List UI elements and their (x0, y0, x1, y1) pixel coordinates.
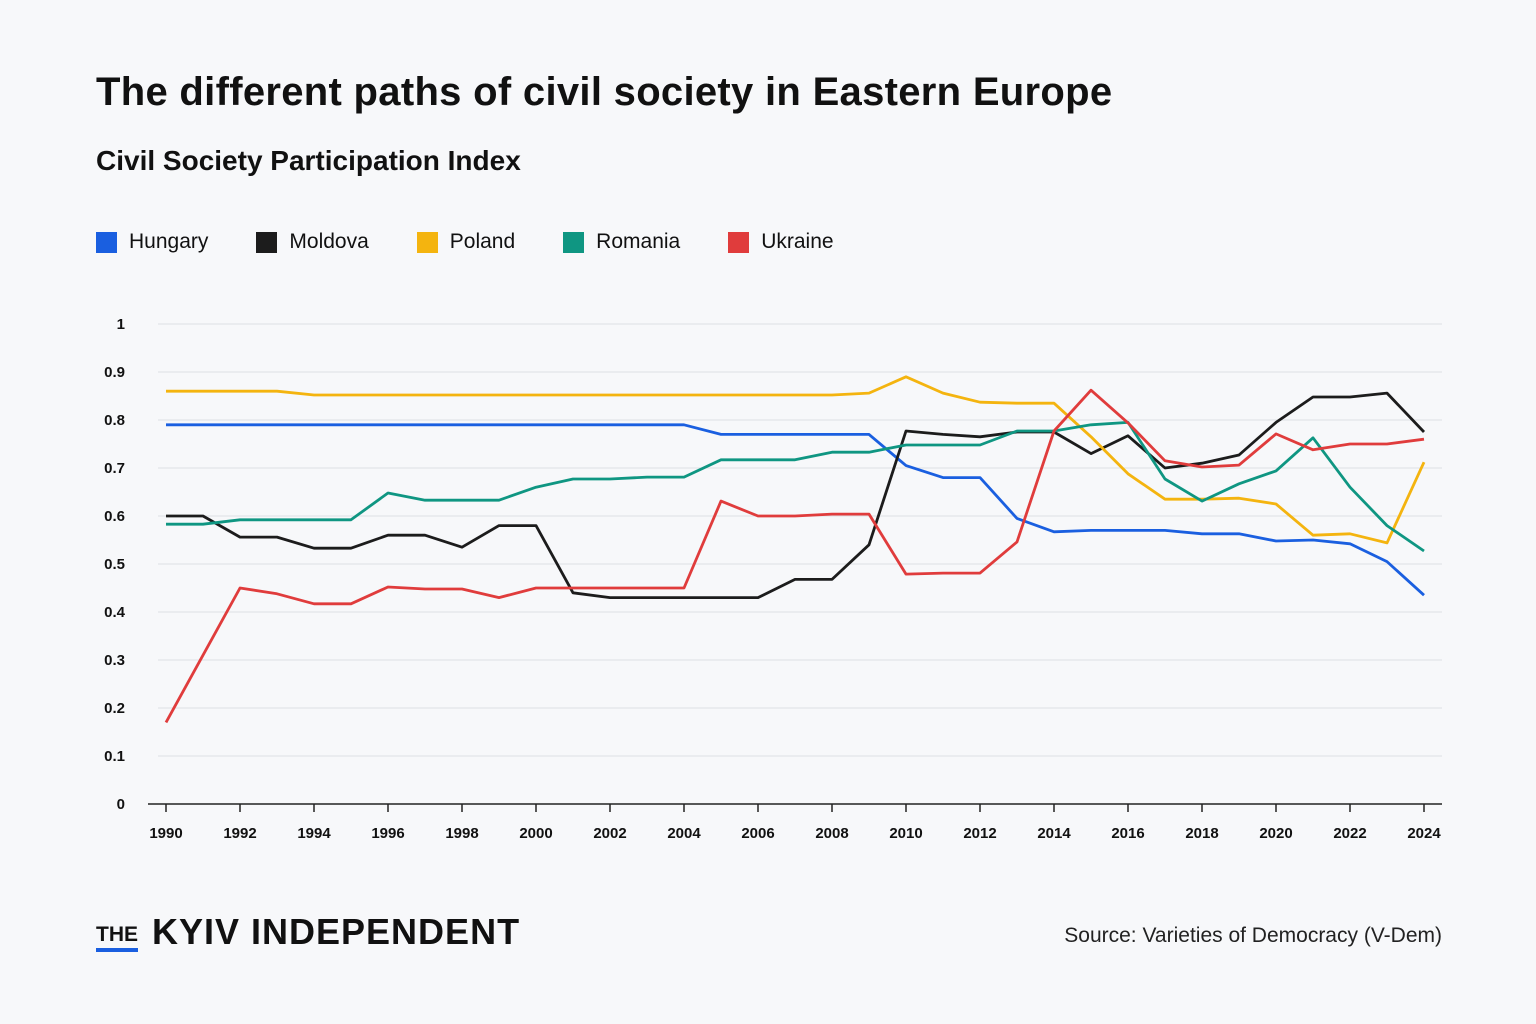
x-tick-label: 1990 (149, 825, 182, 842)
legend-swatch (256, 231, 278, 253)
series-line-ukraine (164, 388, 1425, 724)
kyiv-independent-logo: THE KYIV INDEPENDENT (96, 912, 520, 952)
y-tick-label: 0 (117, 796, 125, 813)
x-tick-label: 2000 (519, 825, 552, 842)
series-line-moldova (166, 391, 1426, 599)
y-tick-label: 0.4 (104, 604, 126, 621)
x-tick-label: 2018 (1185, 825, 1218, 842)
x-tick-label: 2014 (1037, 825, 1071, 842)
legend-label: Hungary (129, 230, 209, 253)
x-tick-label: 2012 (963, 825, 996, 842)
x-tick-label: 2020 (1259, 825, 1292, 842)
series-line-hungary (166, 423, 1425, 597)
legend-label: Moldova (289, 230, 369, 253)
legend-swatch (563, 231, 585, 253)
x-tick-label: 2022 (1333, 825, 1366, 842)
legend-label: Romania (596, 230, 681, 253)
x-tick-label: 1994 (297, 825, 331, 842)
x-tick-label: 1996 (371, 825, 404, 842)
legend: Hungary Moldova Poland Romania Ukraine (96, 230, 882, 254)
legend-swatch (728, 231, 750, 253)
x-tick-label: 1992 (223, 825, 256, 842)
y-tick-label: 0.6 (104, 508, 125, 525)
legend-swatch (416, 231, 438, 253)
logo-wordmark: KYIV INDEPENDENT (152, 911, 521, 952)
x-tick-label: 2008 (815, 825, 848, 842)
y-tick-label: 0.2 (104, 700, 125, 717)
legend-item-moldova: Moldova (256, 230, 369, 254)
x-tick-label: 2010 (889, 825, 922, 842)
y-tick-label: 0.9 (104, 364, 125, 381)
x-tick-label: 2002 (593, 825, 626, 842)
series-line-poland (166, 375, 1426, 545)
y-tick-label: 0.1 (104, 748, 125, 765)
y-tick-label: 0.7 (104, 460, 125, 477)
source-note: Source: Varieties of Democracy (V-Dem) (1064, 924, 1442, 947)
x-tick-label: 1998 (445, 825, 478, 842)
y-tick-label: 0.3 (104, 652, 125, 669)
legend-item-poland: Poland (416, 230, 516, 254)
legend-item-ukraine: Ukraine (728, 230, 834, 254)
y-tick-label: 1 (117, 316, 125, 333)
x-tick-label: 2024 (1407, 825, 1441, 842)
x-tick-label: 2004 (667, 825, 701, 842)
x-tick-label: 2016 (1111, 825, 1144, 842)
y-tick-label: 0.5 (104, 556, 125, 573)
legend-label: Ukraine (761, 230, 834, 253)
x-tick-label: 2006 (741, 825, 774, 842)
legend-item-hungary: Hungary (96, 230, 208, 254)
chart-title: The different paths of civil society in … (96, 70, 1113, 114)
chart-subtitle: Civil Society Participation Index (96, 145, 521, 176)
y-tick-label: 0.8 (104, 412, 125, 429)
logo-the: THE (96, 924, 138, 952)
legend-label: Poland (449, 230, 516, 253)
legend-item-romania: Romania (563, 230, 680, 254)
series-line-romania (166, 420, 1425, 553)
legend-swatch (96, 231, 117, 253)
